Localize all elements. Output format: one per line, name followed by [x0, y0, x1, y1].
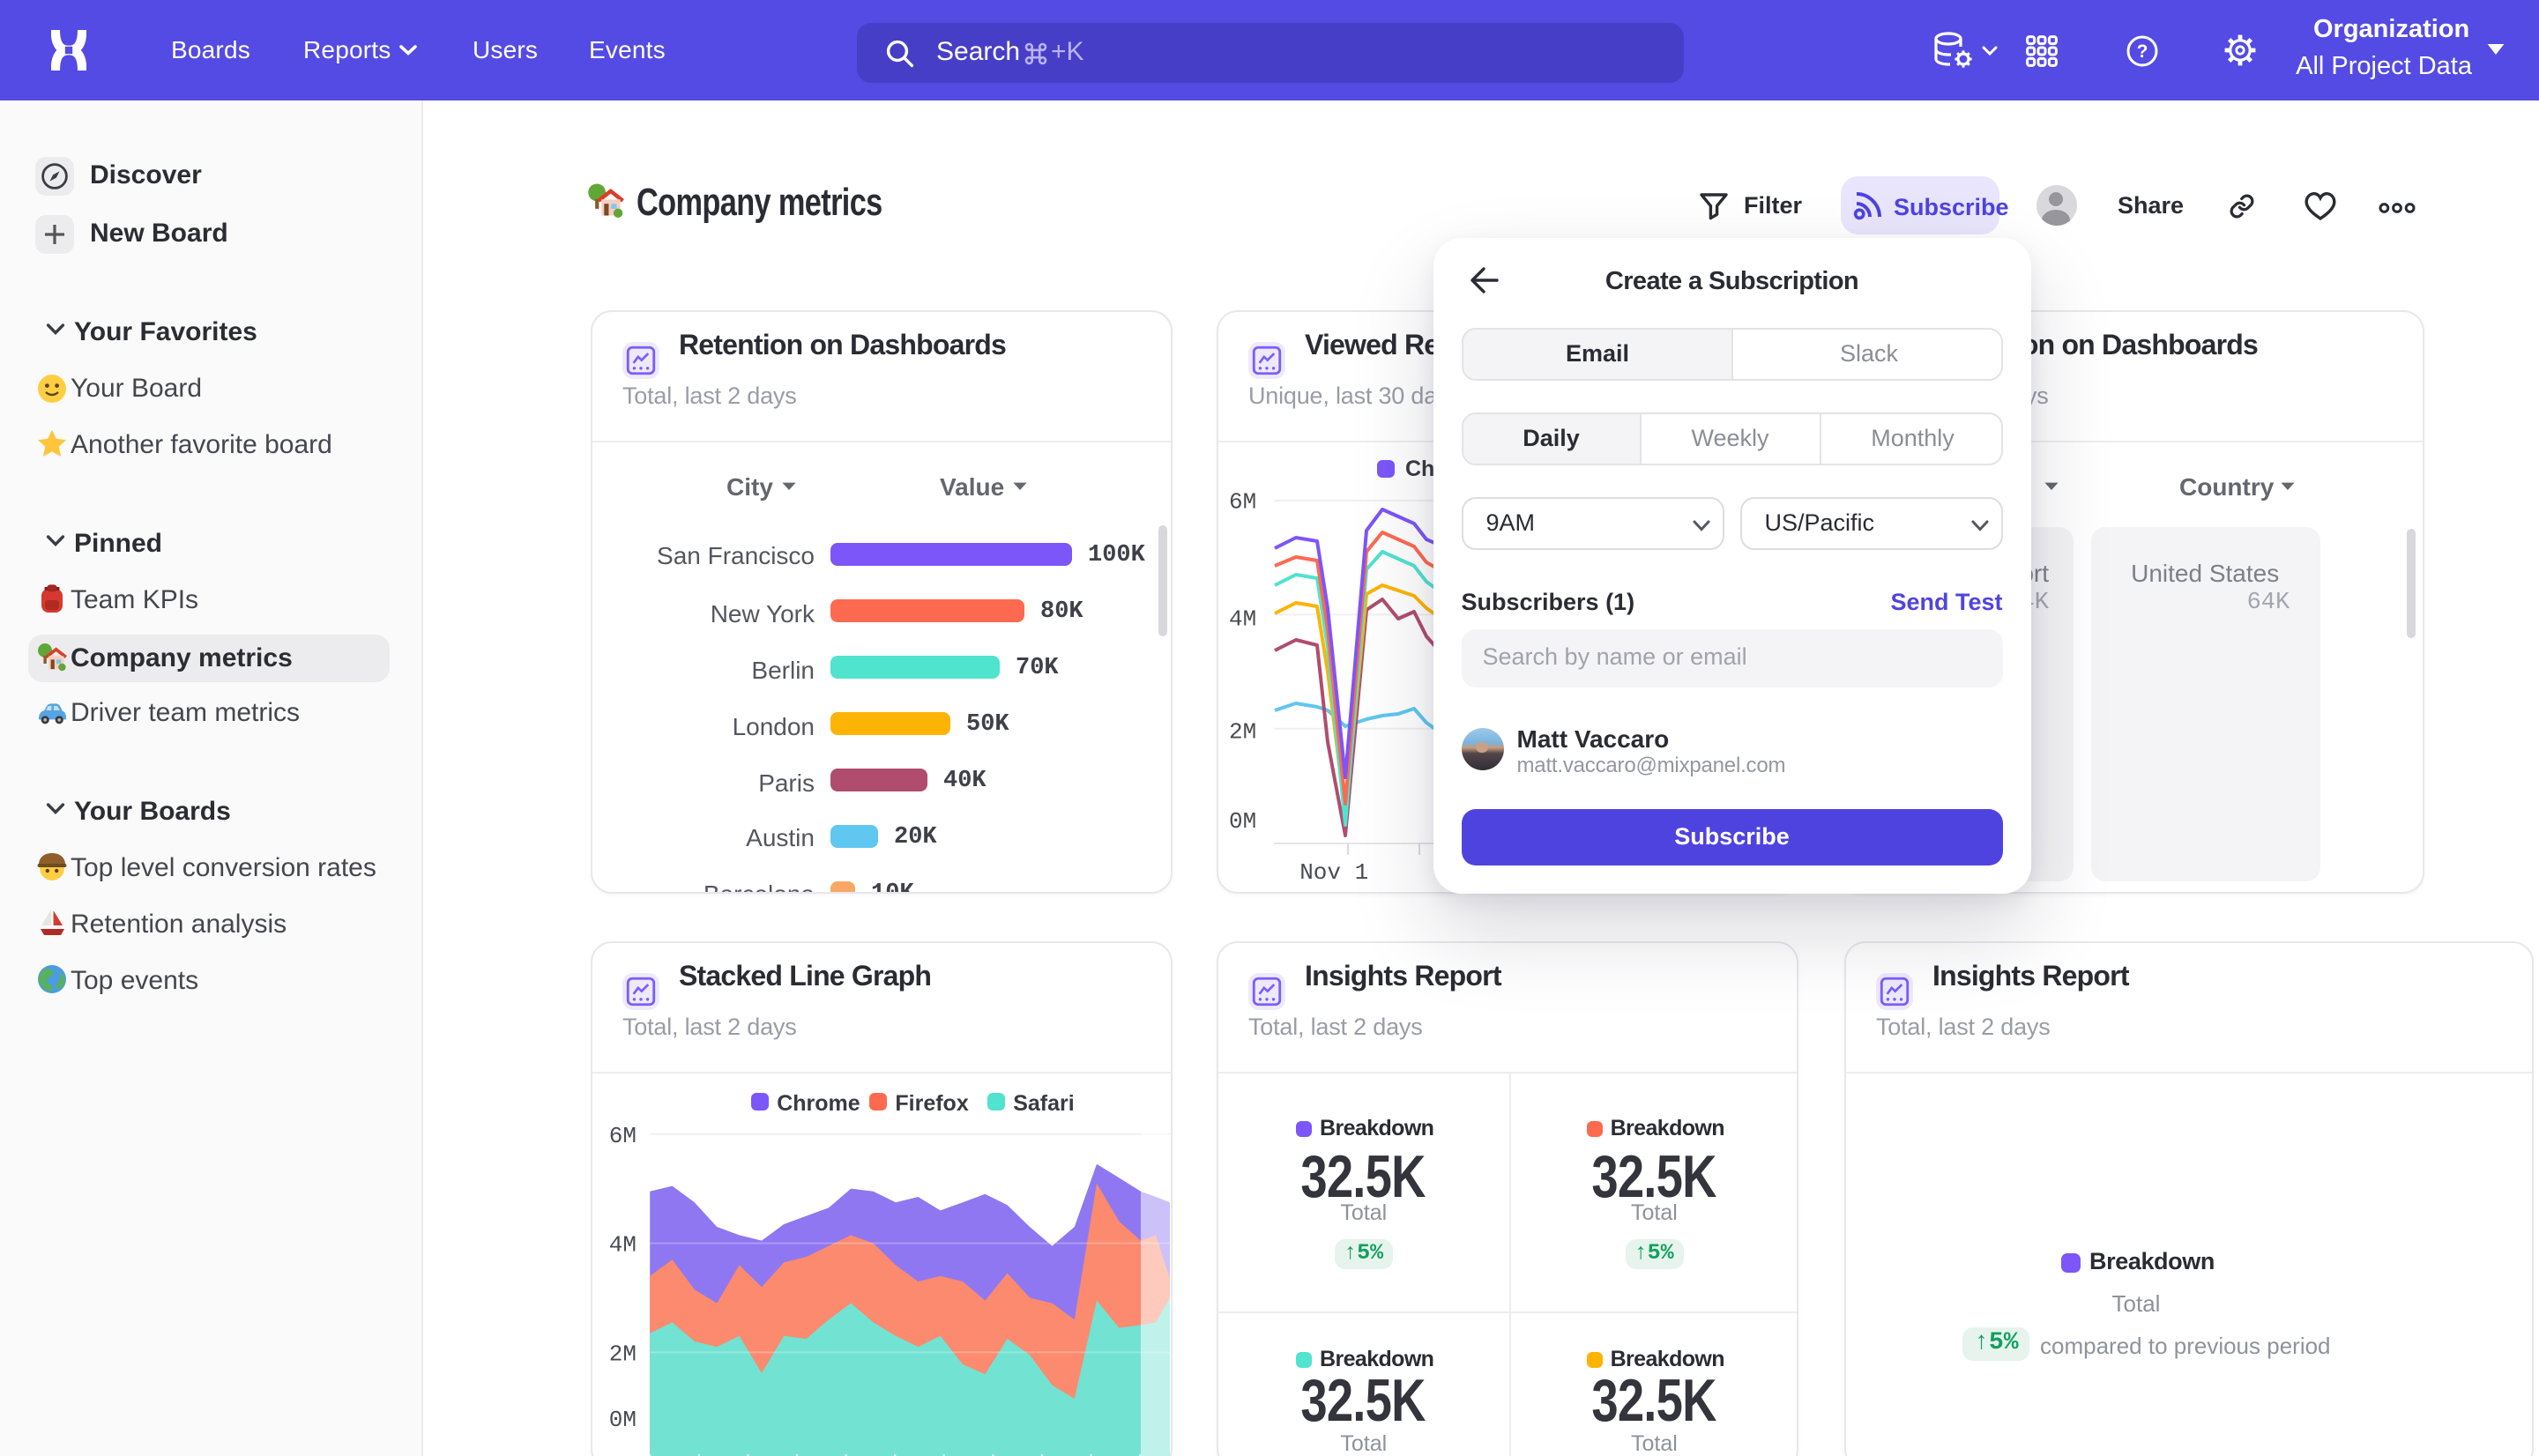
svg-text:6M: 6M — [609, 1123, 637, 1149]
svg-text:?: ? — [2137, 41, 2148, 61]
svg-text:2M: 2M — [609, 1341, 637, 1367]
svg-text:6M: 6M — [1229, 488, 1256, 515]
svg-text:4M: 4M — [609, 1232, 637, 1259]
svg-text:Nov 1: Nov 1 — [1299, 859, 1368, 886]
svg-text:2M: 2M — [1229, 718, 1256, 745]
svg-text:0M: 0M — [1229, 808, 1256, 835]
svg-text:0M: 0M — [609, 1407, 637, 1433]
svg-text:4M: 4M — [1229, 605, 1256, 632]
